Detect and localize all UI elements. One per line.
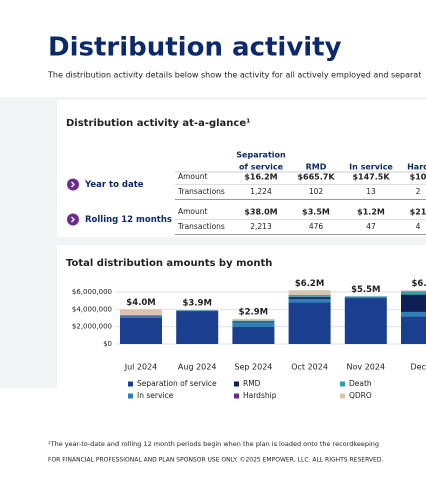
cell: $10 bbox=[410, 173, 426, 182]
bar-segment bbox=[288, 297, 331, 299]
footnote: ¹The year-to-date and rolling 12 month p… bbox=[48, 440, 379, 448]
cell: $147.5K bbox=[352, 173, 390, 182]
x-tick-label: Sep 2024 bbox=[234, 363, 272, 372]
legend-swatch bbox=[234, 393, 239, 399]
bar-segment bbox=[344, 298, 387, 344]
bar-segment bbox=[232, 321, 275, 323]
cell: 102 bbox=[309, 187, 324, 196]
column-header: In service bbox=[349, 163, 393, 172]
metric-name: Transactions bbox=[177, 222, 225, 231]
y-tick-label: $0 bbox=[103, 340, 112, 348]
column-header: Hard bbox=[407, 163, 426, 172]
chart-title: Total distribution amounts by month bbox=[66, 258, 272, 269]
y-tick-label: $2,000,000 bbox=[72, 323, 112, 331]
row-label: Year to date bbox=[84, 180, 144, 190]
legend-label: Death bbox=[349, 379, 372, 388]
page-title: Distribution activity bbox=[48, 33, 342, 63]
cell: $21 bbox=[410, 208, 426, 217]
bar-segment bbox=[120, 317, 162, 344]
y-tick-label: $4,000,000 bbox=[72, 305, 112, 313]
table-title: Distribution activity at-a-glance¹ bbox=[66, 118, 251, 129]
total-label: $3.9M bbox=[182, 299, 211, 309]
row-icon-chevron bbox=[71, 181, 75, 188]
y-tick-label: $6,000,000 bbox=[72, 288, 112, 296]
cell: 47 bbox=[366, 222, 376, 231]
total-label: $6.2 bbox=[412, 279, 426, 289]
row-icon-chevron bbox=[71, 216, 75, 223]
x-tick-label: Dec 2 bbox=[410, 363, 426, 372]
cell: $3.5M bbox=[302, 208, 330, 217]
bar-segment bbox=[232, 326, 275, 344]
disclaimer: FOR FINANCIAL PROFESSIONAL AND PLAN SPON… bbox=[48, 457, 383, 464]
bar-segment bbox=[120, 316, 162, 318]
legend-swatch bbox=[340, 393, 345, 399]
metric-name: Amount bbox=[178, 207, 208, 216]
total-label: $2.9M bbox=[239, 307, 268, 317]
legend-label: Separation of service bbox=[137, 379, 217, 388]
bar-segment bbox=[232, 322, 275, 327]
x-tick-label: Nov 2024 bbox=[347, 363, 386, 372]
total-label: $5.5M bbox=[351, 285, 380, 295]
bar-segment bbox=[401, 311, 426, 317]
cell: $665.7K bbox=[297, 173, 335, 182]
x-tick-label: Oct 2024 bbox=[291, 363, 328, 372]
cell: 2 bbox=[416, 187, 421, 196]
legend-swatch bbox=[128, 381, 133, 387]
row-icon bbox=[67, 178, 79, 191]
cell: $1.2M bbox=[357, 208, 385, 217]
legend-label: QDRO bbox=[349, 391, 372, 400]
bar-segment bbox=[288, 290, 331, 296]
metric-name: Transactions bbox=[177, 187, 225, 196]
cell: 2,213 bbox=[250, 222, 272, 231]
bar-segment bbox=[401, 316, 426, 344]
bar-segment bbox=[288, 295, 331, 297]
x-tick-label: Aug 2024 bbox=[178, 363, 217, 372]
x-tick-label: Jul 2024 bbox=[124, 363, 158, 372]
legend-swatch bbox=[340, 381, 345, 387]
total-label: $6.2M bbox=[295, 279, 324, 289]
bar-segment bbox=[232, 318, 275, 321]
column-header: RMD bbox=[306, 163, 327, 172]
legend-swatch bbox=[128, 393, 133, 399]
legend-swatch bbox=[234, 381, 239, 387]
column-header: of service bbox=[239, 163, 284, 172]
cell: 13 bbox=[366, 187, 376, 196]
row-icon bbox=[67, 213, 79, 226]
bar-segment bbox=[401, 291, 426, 295]
metric-name: Amount bbox=[178, 172, 208, 181]
bar-segment bbox=[176, 311, 219, 344]
cell: $38.0M bbox=[244, 208, 277, 217]
bar-segment bbox=[232, 320, 275, 322]
bar-segment bbox=[120, 314, 162, 316]
cell: 4 bbox=[416, 222, 421, 231]
bar-segment bbox=[120, 309, 162, 315]
table-card bbox=[57, 100, 426, 237]
bar-segment bbox=[401, 294, 426, 312]
subtitle: The distribution activity details below … bbox=[47, 71, 421, 80]
cell: 1,224 bbox=[250, 187, 272, 196]
total-label: $4.0M bbox=[126, 298, 155, 308]
cell: 476 bbox=[309, 222, 324, 231]
row-label: Rolling 12 months bbox=[85, 215, 172, 225]
bar-segment bbox=[288, 302, 331, 344]
bar-segment bbox=[401, 290, 426, 292]
legend-label: In service bbox=[137, 391, 174, 400]
legend-label: Hardship bbox=[243, 391, 277, 400]
bar-segment bbox=[344, 297, 387, 299]
bar-segment bbox=[288, 298, 331, 303]
cell: $16.2M bbox=[244, 173, 277, 182]
legend-label: RMD bbox=[243, 379, 261, 388]
column-header: Separation bbox=[236, 151, 286, 160]
